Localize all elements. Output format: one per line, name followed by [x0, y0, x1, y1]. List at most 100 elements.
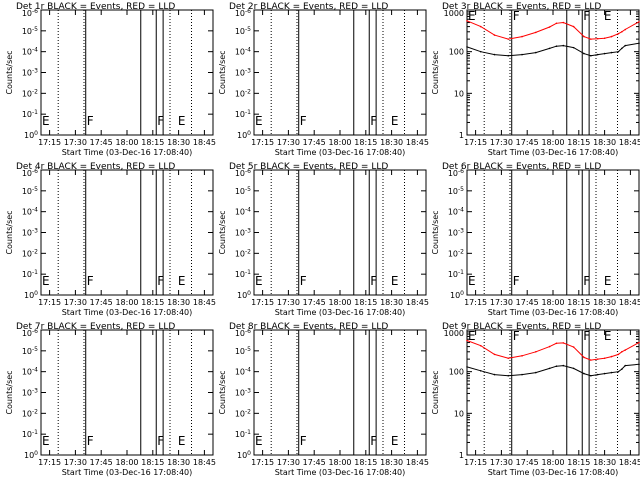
x-tick-label: 17:45	[303, 458, 326, 467]
panel-title: Det 5r BLACK = Events, RED = LLD	[229, 162, 388, 172]
x-tick-label: 18:15	[354, 138, 377, 147]
y-tick-label: 100	[237, 450, 251, 460]
data-point-lld	[493, 34, 496, 36]
panel-8: Det 8r BLACK = Events, RED = LLD Counts/s…	[218, 322, 429, 477]
flag-f: F	[300, 114, 307, 128]
data-point-events	[466, 366, 468, 368]
flag-e: E	[255, 274, 263, 288]
y-tick-label: 10-6	[235, 328, 251, 338]
data-point-events	[521, 373, 523, 376]
y-tick-label: 10-5	[22, 186, 38, 196]
data-point-events	[466, 46, 468, 48]
x-tick-label: 18:45	[193, 458, 216, 467]
data-point-events	[493, 53, 496, 56]
y-tick-label: 10-4	[235, 207, 251, 217]
data-point-lld	[507, 357, 510, 360]
y-axis-label: Counts/sec	[431, 50, 440, 94]
flag-e: E	[468, 329, 476, 343]
x-tick-label: 18:30	[380, 298, 403, 307]
plot-frame	[40, 169, 214, 296]
x-tick-label: 17:45	[303, 138, 326, 147]
x-tick-label: 18:30	[167, 458, 190, 467]
x-tick-label: 18:00	[328, 138, 351, 147]
flag-e: E	[604, 9, 612, 23]
x-tick-label: 18:30	[593, 138, 616, 147]
x-tick-label: 18:15	[567, 138, 590, 147]
data-point-lld	[572, 346, 575, 348]
y-tick-label: 100	[24, 130, 38, 140]
x-tick-label: 17:45	[90, 138, 113, 147]
data-point-events	[603, 52, 606, 55]
series-line-events	[466, 363, 640, 377]
y-tick-label: 10-4	[235, 367, 251, 377]
y-tick-label: 100	[24, 290, 38, 300]
flag-f: F	[87, 434, 94, 448]
series-line-lld	[466, 340, 640, 361]
data-point-events	[638, 363, 640, 366]
flag-e: E	[468, 9, 476, 23]
x-tick-label: 18:15	[354, 458, 377, 467]
y-tick-label: 10-1	[22, 429, 38, 439]
x-tick-label: 18:30	[167, 138, 190, 147]
y-tick-label: 10-2	[235, 248, 251, 258]
y-tick-label: 10-4	[22, 367, 38, 377]
data-point-lld	[572, 25, 575, 28]
data-point-lld	[617, 353, 620, 356]
y-axis-label: Counts/sec	[218, 370, 227, 414]
x-tick-label: 17:30	[490, 138, 513, 147]
y-tick-label: 10-3	[22, 228, 38, 238]
flag-f: F	[300, 274, 307, 288]
flag-f: F	[370, 274, 377, 288]
x-tick-label: 18:30	[593, 298, 616, 307]
data-point-events	[479, 369, 482, 372]
data-point-lld	[466, 20, 468, 22]
flag-e: E	[178, 114, 186, 128]
data-point-lld	[610, 355, 613, 358]
plot-frame	[253, 169, 427, 296]
panel-7: Det 7r BLACK = Events, RED = LLD Counts/s…	[5, 322, 216, 477]
data-point-lld	[479, 25, 482, 28]
x-tick-label: 18:00	[541, 458, 564, 467]
x-tick-label: 18:45	[619, 138, 640, 147]
data-point-events	[617, 50, 620, 53]
x-tick-label: 18:30	[167, 298, 190, 307]
data-point-lld	[562, 21, 565, 24]
flag-f: F	[87, 274, 94, 288]
data-point-events	[603, 372, 606, 375]
data-point-lld	[583, 35, 585, 38]
x-axis-label: Start Time (03-Dec-16 17:08:40)	[488, 148, 619, 157]
data-point-lld	[610, 35, 613, 38]
y-tick-label: 100	[237, 290, 251, 300]
data-point-lld	[638, 341, 640, 344]
panel-3: Det 3r BLACK = Events, RED = LLD Counts/s…	[431, 2, 640, 157]
data-point-lld	[521, 355, 523, 357]
panel-1: Det 1r BLACK = Events, RED = LLD Counts/s…	[5, 2, 216, 157]
x-axis-label: Start Time (03-Dec-16 17:08:40)	[275, 148, 406, 157]
x-tick-label: 17:30	[64, 458, 87, 467]
y-tick-label: 10-4	[22, 47, 38, 57]
x-tick-label: 18:15	[567, 458, 590, 467]
x-tick-label: 17:15	[464, 138, 487, 147]
x-tick-label: 17:30	[490, 458, 513, 467]
x-tick-label: 18:30	[380, 138, 403, 147]
y-tick-label: 10-2	[22, 248, 38, 258]
x-tick-label: 17:15	[251, 138, 274, 147]
data-point-lld	[555, 22, 558, 25]
x-tick-label: 17:45	[516, 458, 539, 467]
data-point-events	[507, 54, 510, 57]
data-point-lld	[583, 356, 585, 359]
y-tick-label: 10-5	[22, 26, 38, 36]
data-point-events	[624, 44, 627, 47]
x-axis-label: Start Time (03-Dec-16 17:08:40)	[488, 308, 619, 317]
y-tick-label: 100	[449, 368, 464, 377]
panel-title: Det 9r BLACK = Events, RED = LLD	[442, 322, 601, 332]
y-tick-label: 10-6	[235, 168, 251, 178]
flag-f: F	[87, 114, 94, 128]
y-tick-label: 1000	[444, 9, 464, 18]
y-tick-label: 10-6	[448, 168, 464, 178]
panel-title: Det 1r BLACK = Events, RED = LLD	[16, 2, 175, 12]
y-axis-label: Counts/sec	[5, 210, 14, 254]
flag-f: F	[300, 434, 307, 448]
data-point-events	[555, 365, 558, 368]
